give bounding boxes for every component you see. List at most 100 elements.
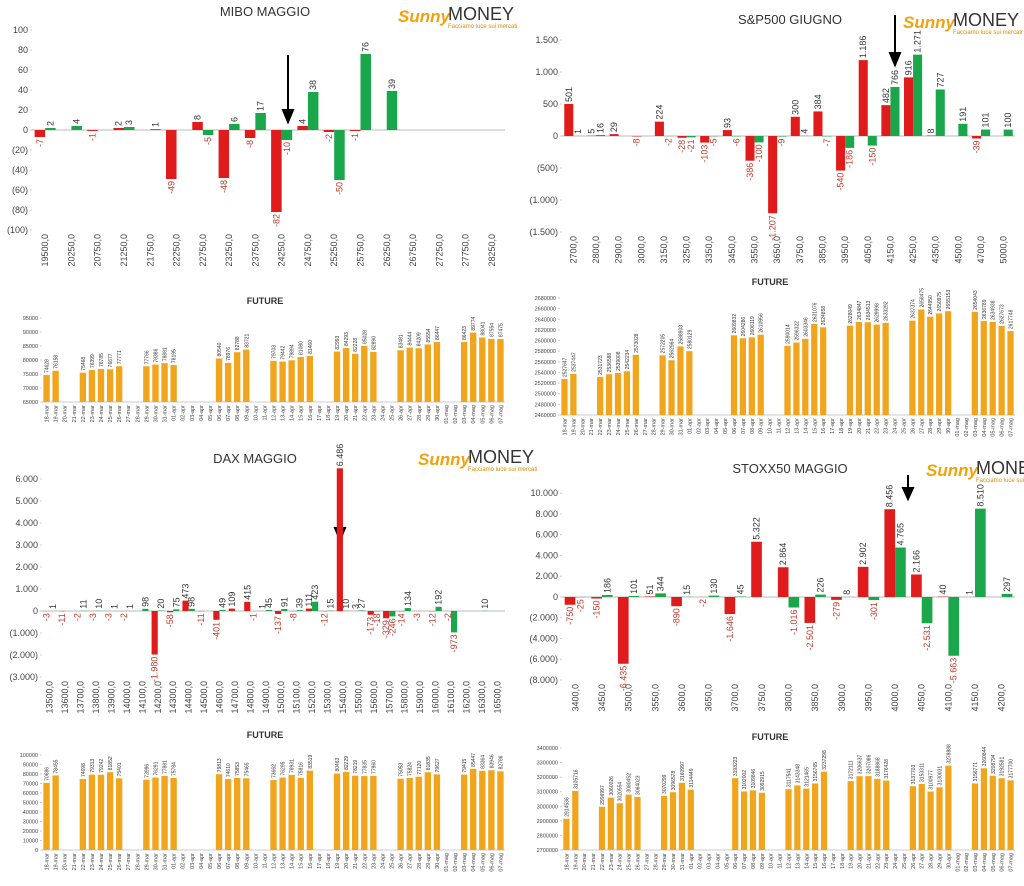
bar (297, 126, 308, 130)
y-tick-label: 1.000 (535, 67, 558, 77)
x-tick-label: 20250,0 (66, 234, 76, 267)
bar (609, 134, 619, 136)
x-tick-label: 02-apr (696, 418, 702, 434)
bar (884, 509, 896, 597)
x-tick-label: 27250,0 (434, 234, 444, 267)
bar (167, 611, 174, 613)
x-tick-label: 26-mar (117, 405, 123, 423)
value-label: 88041 (480, 321, 486, 335)
value-label: 4 (72, 119, 82, 124)
x-tick-label: 28-mar (652, 418, 658, 436)
x-tick-label: 11-apr (262, 405, 268, 421)
x-tick-label: 23-mar (607, 418, 613, 436)
x-tick-label: 16-apr (822, 853, 828, 869)
value-label: 186 (602, 578, 612, 593)
bar (634, 796, 641, 850)
x-tick-label: 02-mag (453, 405, 459, 424)
bar (868, 596, 880, 601)
value-label: 76677 (108, 353, 114, 367)
x-tick-label: 04-mag (471, 405, 477, 424)
bar (352, 775, 359, 850)
bar (722, 130, 732, 136)
x-tick-label: 02-apr (181, 853, 187, 869)
chart-title: FUTURE (752, 732, 789, 742)
bar (228, 608, 235, 611)
value-label: 2596322 (794, 321, 800, 341)
bar (43, 375, 50, 402)
x-tick-label: 13-apr (795, 853, 801, 869)
x-tick-label: 12-apr (272, 853, 278, 869)
x-tick-label: 23-apr (884, 853, 890, 869)
x-tick-label: 14200,0 (153, 681, 163, 714)
bar (998, 325, 1005, 415)
bar (935, 89, 945, 136)
bar (998, 778, 1005, 850)
value-label: 76291 (153, 761, 159, 775)
bar (768, 136, 778, 214)
x-tick-label: 27-apr (408, 405, 414, 421)
bar (161, 363, 168, 402)
bar (975, 508, 986, 597)
value-label: -1 (87, 133, 97, 141)
x-tick-label: 15-apr (813, 853, 819, 869)
x-tick-label: 24-mar (616, 418, 622, 436)
value-label: -3 (42, 613, 52, 621)
bar (188, 608, 195, 611)
value-label: -301 (869, 602, 879, 620)
x-tick-label: 25-apr (901, 418, 907, 434)
x-tick-label: 18-apr (326, 853, 332, 869)
x-tick-label: 27-mar (643, 418, 649, 436)
value-label: -12 (319, 613, 329, 626)
x-tick-label: 25-mar (625, 418, 631, 436)
x-tick-label: 25-apr (902, 853, 908, 869)
bar (811, 324, 818, 415)
value-label: 78195 (172, 349, 178, 363)
bar (561, 379, 568, 415)
value-label: -1.646 (725, 616, 735, 642)
x-tick-label: 23-mar (609, 853, 615, 871)
bar (678, 782, 686, 850)
bar (572, 790, 579, 850)
bar (52, 370, 59, 402)
value-label: -5 (709, 138, 719, 146)
bar (813, 111, 823, 136)
value-label: 2 (45, 121, 55, 126)
value-label: 75401 (117, 762, 123, 776)
value-label: 84209 (417, 332, 423, 346)
x-tick-label: 05-mag (480, 405, 486, 424)
bar (333, 351, 341, 402)
x-tick-label: 17-apr (831, 853, 837, 869)
value-label: 77881 (163, 760, 169, 774)
x-tick-label: 03-mag (462, 405, 468, 424)
value-label: -386 (745, 163, 755, 181)
value-label: -1 (350, 133, 360, 141)
bar (288, 360, 295, 402)
value-label: 2.902 (858, 542, 868, 565)
y-tick-label: 2520000 (535, 381, 556, 387)
value-label: 3143348 (795, 764, 801, 784)
value-label: 109 (227, 592, 237, 607)
y-tick-label: (1.500) (529, 227, 558, 237)
chart-title: FUTURE (247, 730, 284, 740)
value-label: 49 (218, 598, 228, 608)
x-tick-label: 22-apr (875, 853, 881, 869)
value-label: 3260844 (982, 747, 988, 767)
value-label: 76158 (54, 355, 60, 369)
value-label: 8.456 (885, 485, 895, 508)
arrow-head (888, 52, 902, 68)
bar (777, 567, 789, 597)
bar (971, 783, 979, 850)
value-label: 1 (48, 604, 58, 609)
value-label: 81460 (308, 340, 314, 354)
value-label: 70686 (45, 767, 51, 781)
x-tick-label: 16000,0 (431, 681, 441, 714)
x-tick-label: 08-apr (235, 405, 241, 421)
value-label: 74698 (81, 763, 87, 777)
value-label: 2914536 (564, 797, 570, 817)
value-label: 93 (722, 118, 732, 128)
x-tick-label: 10-apr (769, 853, 775, 869)
y-tick-label: 0 (553, 592, 558, 602)
x-tick-label: 02-mag (964, 418, 970, 437)
bar (497, 339, 504, 402)
